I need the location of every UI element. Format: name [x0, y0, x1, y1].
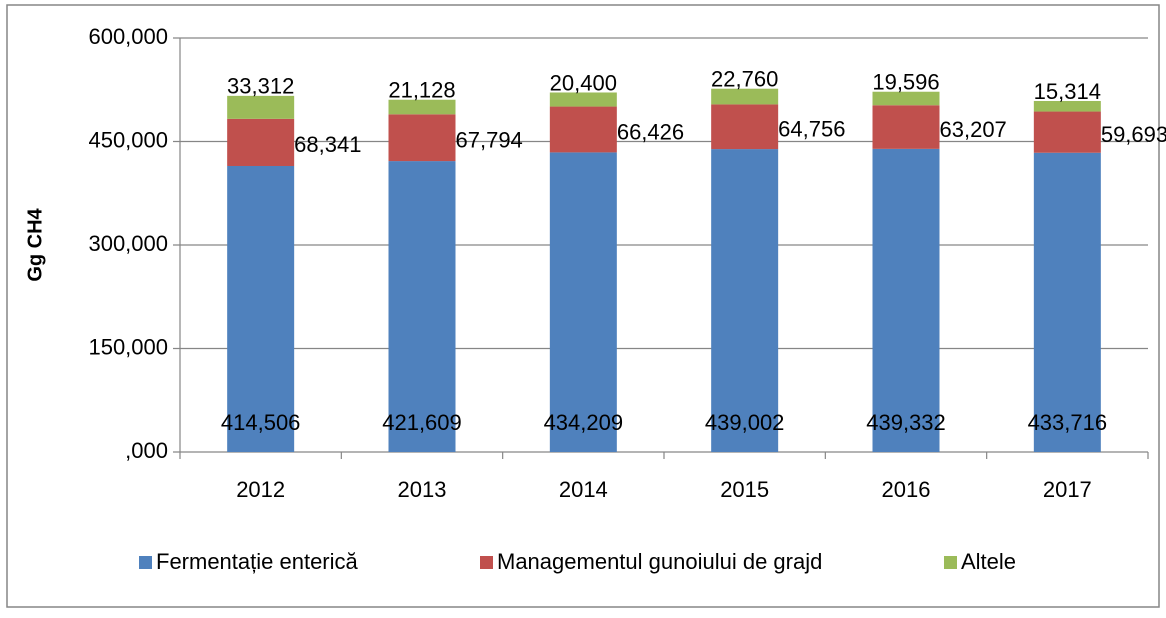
bar-segment [227, 118, 295, 166]
bar-segment [711, 104, 779, 150]
y-tick-label: 600,000 [88, 24, 168, 49]
data-label: 33,312 [227, 74, 294, 99]
data-label: 439,002 [705, 410, 785, 435]
legend-label: Managementul gunoiului de grajd [497, 549, 822, 574]
y-tick-label: ,000 [125, 438, 168, 463]
x-tick-label: 2017 [1043, 477, 1092, 502]
y-tick-label: 150,000 [88, 334, 168, 359]
bar-segment [227, 95, 295, 119]
data-label: 15,314 [1034, 79, 1101, 104]
data-label: 414,506 [221, 410, 301, 435]
y-axis-title: Gg CH4 [24, 207, 46, 281]
bar-segment [711, 88, 779, 105]
data-label: 64,756 [778, 117, 845, 142]
x-tick-label: 2013 [398, 477, 447, 502]
bar-segment [1033, 100, 1101, 112]
bar-segment [1033, 152, 1101, 452]
bar-segment [872, 91, 940, 106]
bar-segment [549, 152, 617, 452]
y-tick-label: 450,000 [88, 127, 168, 152]
x-tick-label: 2016 [882, 477, 931, 502]
x-tick-label: 2015 [720, 477, 769, 502]
bar-segment [388, 161, 456, 452]
bar-segment [872, 148, 940, 453]
bar-segment [388, 99, 456, 115]
data-label: 21,128 [388, 78, 455, 103]
data-label: 66,426 [617, 119, 684, 144]
x-tick-label: 2014 [559, 477, 608, 502]
bar-segment [711, 149, 779, 452]
data-label: 59,693 [1101, 122, 1166, 147]
bar-segment [1033, 111, 1101, 153]
legend-label: Altele [961, 549, 1016, 574]
data-label: 433,716 [1028, 410, 1108, 435]
legend-swatch [944, 556, 957, 569]
y-tick-label: 300,000 [88, 231, 168, 256]
x-tick-label: 2012 [236, 477, 285, 502]
data-label: 67,794 [456, 128, 523, 153]
legend-swatch [139, 556, 152, 569]
legend-swatch [480, 556, 493, 569]
data-label: 434,209 [544, 410, 624, 435]
legend-label: Fermentație enterică [156, 549, 359, 574]
bar-segment [872, 105, 940, 149]
data-label: 421,609 [382, 410, 462, 435]
data-label: 68,341 [294, 132, 361, 157]
data-label: 22,760 [711, 67, 778, 92]
data-label: 19,596 [872, 70, 939, 95]
bar-segment [388, 114, 456, 162]
bar-segment [227, 165, 295, 453]
data-label: 63,207 [940, 117, 1007, 142]
data-label: 439,332 [866, 410, 946, 435]
bar-segment [549, 92, 617, 107]
bar-segment [549, 106, 617, 153]
data-label: 20,400 [550, 70, 617, 95]
